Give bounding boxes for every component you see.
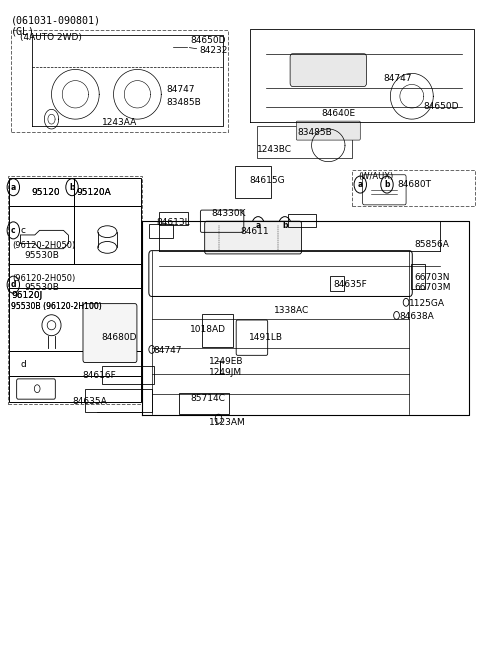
Text: a: a xyxy=(255,221,261,230)
Text: 83485B: 83485B xyxy=(297,127,332,137)
Text: 66703N: 66703N xyxy=(414,273,450,282)
Text: 66703M: 66703M xyxy=(414,283,451,292)
Text: 1125GA: 1125GA xyxy=(409,299,445,308)
Text: 84638A: 84638A xyxy=(400,312,434,321)
Text: d: d xyxy=(11,280,16,289)
Text: 1491LB: 1491LB xyxy=(249,333,283,342)
Text: b: b xyxy=(69,183,75,192)
Text: b: b xyxy=(282,221,288,230)
Text: 84650D: 84650D xyxy=(190,36,226,45)
Text: 95120: 95120 xyxy=(31,188,60,197)
Text: 95120A: 95120A xyxy=(77,188,111,197)
Text: (96120-2H050): (96120-2H050) xyxy=(12,274,75,283)
Text: 95530B: 95530B xyxy=(24,251,59,260)
Text: 84680D: 84680D xyxy=(102,332,137,342)
Text: 84615G: 84615G xyxy=(250,176,285,185)
FancyBboxPatch shape xyxy=(290,54,366,87)
Text: 1243BC: 1243BC xyxy=(257,145,292,154)
Text: a: a xyxy=(11,183,16,192)
Text: 1338AC: 1338AC xyxy=(275,306,310,315)
Text: 1249JM: 1249JM xyxy=(209,368,242,377)
Text: 1243AA: 1243AA xyxy=(102,118,137,127)
Text: 84613L: 84613L xyxy=(156,218,190,227)
Text: 84650D: 84650D xyxy=(424,102,459,110)
Text: 96120J: 96120J xyxy=(11,291,42,300)
Text: 95530B: 95530B xyxy=(24,283,59,292)
Text: 84616F: 84616F xyxy=(83,371,116,380)
Text: c: c xyxy=(21,226,25,235)
Text: (061031-090801): (061031-090801) xyxy=(11,16,101,26)
FancyBboxPatch shape xyxy=(296,121,360,140)
Text: 84611: 84611 xyxy=(240,227,269,236)
Text: (W/AUX): (W/AUX) xyxy=(359,172,394,181)
Text: 84747: 84747 xyxy=(153,346,181,355)
Text: 85856A: 85856A xyxy=(414,240,449,249)
Text: 96120J: 96120J xyxy=(11,291,42,300)
Text: 1249EB: 1249EB xyxy=(209,357,243,366)
FancyBboxPatch shape xyxy=(204,221,301,254)
Text: c: c xyxy=(11,226,16,235)
Text: (4AUTO 2WD): (4AUTO 2WD) xyxy=(21,33,83,42)
Text: b: b xyxy=(384,180,390,189)
Text: 83485B: 83485B xyxy=(166,99,201,107)
Text: 84747: 84747 xyxy=(166,85,194,94)
Text: 84232: 84232 xyxy=(199,46,228,55)
Text: 95120A: 95120A xyxy=(77,188,111,197)
Text: d: d xyxy=(21,360,26,369)
Text: 95530B (96120-2H100): 95530B (96120-2H100) xyxy=(11,302,102,311)
Text: 1123AM: 1123AM xyxy=(209,419,246,427)
Text: 84635F: 84635F xyxy=(333,279,367,288)
FancyBboxPatch shape xyxy=(83,304,137,363)
Text: 1018AD: 1018AD xyxy=(190,325,226,334)
Text: 84635A: 84635A xyxy=(72,397,107,406)
Text: 85714C: 85714C xyxy=(190,394,225,403)
Text: (GL): (GL) xyxy=(11,26,35,36)
Text: 84680T: 84680T xyxy=(397,180,432,189)
Text: 95120: 95120 xyxy=(31,188,60,197)
Text: (96120-2H050): (96120-2H050) xyxy=(12,241,75,250)
Text: 84330K: 84330K xyxy=(211,209,246,218)
Text: 84640E: 84640E xyxy=(321,110,355,118)
Text: 95530B (96120-2H100): 95530B (96120-2H100) xyxy=(11,302,102,311)
Text: 84747: 84747 xyxy=(383,74,412,83)
Text: a: a xyxy=(358,180,363,189)
